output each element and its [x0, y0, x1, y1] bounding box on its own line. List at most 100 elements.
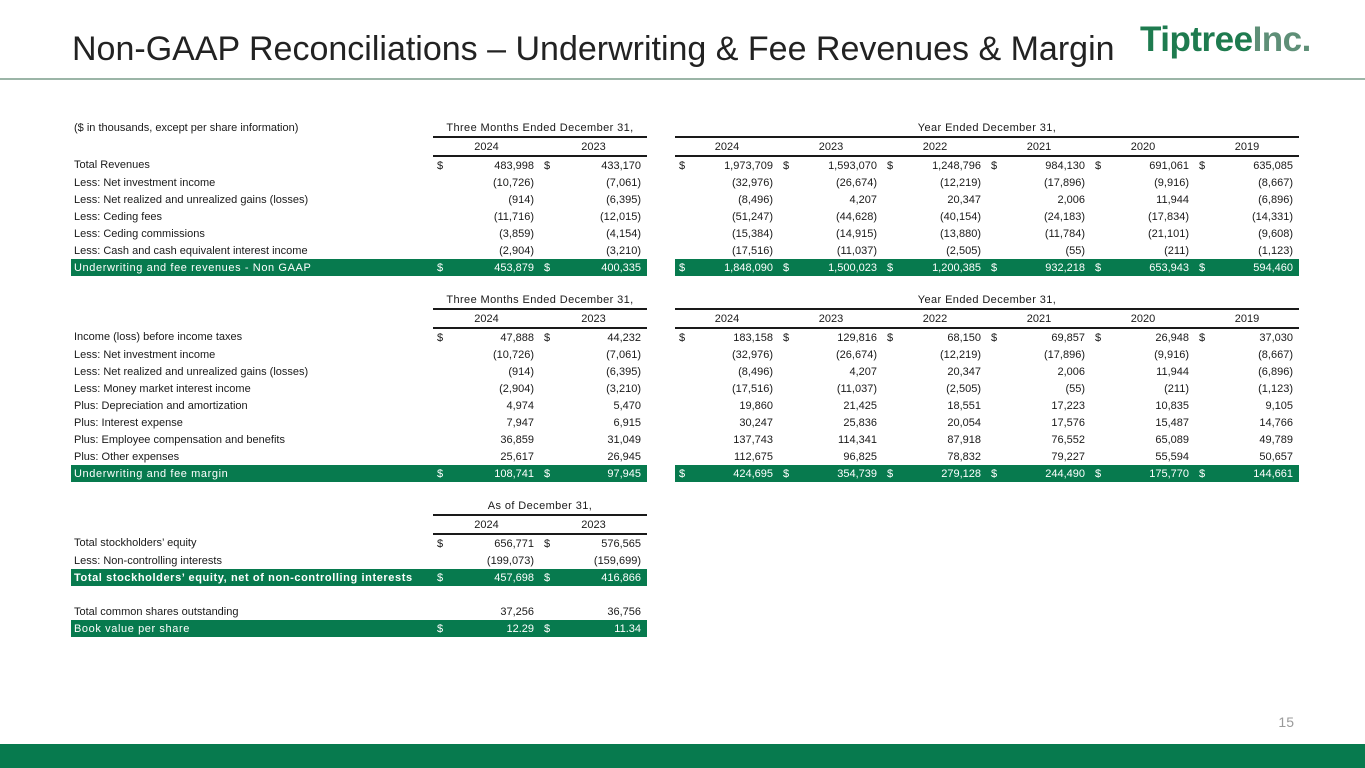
row-label: Less: Cash and cash equivalent interest … [74, 244, 308, 257]
value-cell: (44,628) [836, 210, 877, 223]
value-cell: (211) [1164, 382, 1189, 395]
row-label: Plus: Employee compensation and benefits [74, 433, 285, 446]
dollar-sign: $ [1198, 159, 1206, 172]
dollar-sign: $ [1198, 331, 1206, 344]
row-label: Underwriting and fee revenues - Non GAAP [71, 259, 433, 276]
dollar-sign: $ [540, 620, 554, 637]
dollar-sign: $ [1195, 259, 1209, 276]
year-header: 2023 [779, 137, 883, 157]
year-header: 2023 [540, 515, 647, 535]
value-cell: (3,210) [606, 382, 641, 395]
value-cell: 2,006 [1057, 193, 1085, 206]
value-cell: (9,608) [1258, 227, 1293, 240]
table-row: Less: Net realized and unrealized gains … [71, 191, 1299, 208]
value-cell: 483,998 [494, 159, 534, 172]
value-cell: 55,594 [1155, 450, 1189, 463]
value-cell: 30,247 [739, 416, 773, 429]
value-cell: (13,880) [940, 227, 981, 240]
table-row: Plus: Depreciation and amortization 4,974… [71, 397, 1299, 414]
value-cell: (6,395) [606, 193, 641, 206]
year-header: 2024 [675, 309, 779, 329]
value-cell: 1,593,070 [828, 159, 877, 172]
year-header: 2023 [540, 309, 647, 329]
value-cell: (55) [1065, 244, 1085, 257]
value-cell: 4,974 [506, 399, 534, 412]
value-cell: 11,944 [1156, 365, 1189, 378]
value-cell: 4,207 [849, 193, 877, 206]
dollar-sign: $ [540, 569, 554, 586]
value-cell: 1,248,796 [932, 159, 981, 172]
value-cell: (11,784) [1044, 227, 1085, 240]
value-cell: (17,896) [1044, 176, 1085, 189]
footer-bar [0, 744, 1365, 768]
value-cell: 175,770 [1105, 465, 1195, 482]
value-cell: 20,347 [947, 193, 981, 206]
value-cell: 114,341 [838, 433, 877, 446]
logo-main: Tiptree [1140, 20, 1253, 59]
value-cell: (914) [508, 365, 534, 378]
value-cell: (24,183) [1044, 210, 1085, 223]
value-cell: 9,105 [1265, 399, 1293, 412]
revenues-rows: Total Revenues $483,998 $433,170 $1,973,709… [71, 156, 1299, 276]
value-cell: 1,848,090 [689, 259, 779, 276]
value-cell: (9,916) [1154, 348, 1189, 361]
value-cell: (17,896) [1044, 348, 1085, 361]
dollar-sign: $ [433, 259, 447, 276]
value-cell: (7,061) [606, 348, 641, 361]
value-cell: 47,888 [500, 331, 534, 344]
value-cell: (159,699) [593, 554, 641, 567]
value-cell: (14,915) [836, 227, 877, 240]
dollar-sign: $ [883, 465, 897, 482]
row-label: Underwriting and fee margin [71, 465, 433, 482]
value-cell: 19,860 [739, 399, 773, 412]
table-row: Less: Money market interest income (2,904… [71, 380, 1299, 397]
dollar-sign: $ [987, 259, 1001, 276]
dollar-sign: $ [540, 259, 554, 276]
value-cell: (26,674) [836, 348, 877, 361]
title-divider [0, 78, 1365, 80]
dollar-sign: $ [678, 159, 686, 172]
value-cell: 2,006 [1057, 365, 1085, 378]
dollar-sign: $ [436, 331, 444, 344]
value-cell: 129,816 [837, 331, 877, 344]
value-cell: (6,896) [1258, 193, 1293, 206]
table-row: Plus: Other expenses 25,617 26,945 112,675 9… [71, 448, 1299, 465]
three-months-header: Three Months Ended December 31, [433, 291, 647, 310]
value-cell: 96,825 [843, 450, 877, 463]
row-label: Less: Non-controlling interests [74, 554, 222, 567]
dollar-sign: $ [779, 259, 793, 276]
year-header: 2024 [433, 515, 540, 535]
value-cell: 416,866 [554, 569, 647, 586]
value-cell: 15,487 [1155, 416, 1189, 429]
company-logo: TiptreeInc. [1140, 20, 1311, 60]
year-header: 2024 [675, 137, 779, 157]
value-cell: 279,128 [897, 465, 987, 482]
table-row: Less: Ceding commissions (3,859) (4,154) (1… [71, 225, 1299, 242]
value-cell: (4,154) [606, 227, 641, 240]
dollar-sign: $ [990, 159, 998, 172]
row-label: Less: Net realized and unrealized gains … [74, 193, 309, 206]
value-cell: (9,916) [1154, 176, 1189, 189]
year-header: 2022 [883, 137, 987, 157]
value-cell: (199,073) [486, 554, 534, 567]
value-cell: (15,384) [732, 227, 773, 240]
year-header: 2024 [433, 309, 540, 329]
dollar-sign: $ [678, 331, 686, 344]
dollar-sign: $ [436, 537, 444, 550]
dollar-sign: $ [779, 465, 793, 482]
value-cell: (8,496) [738, 193, 773, 206]
value-cell: (11,716) [493, 210, 534, 223]
value-cell: 1,973,709 [724, 159, 773, 172]
value-cell: (8,667) [1258, 176, 1293, 189]
year-ended-header: Year Ended December 31, [675, 119, 1299, 138]
value-cell: (8,667) [1258, 348, 1293, 361]
year-header: 2023 [779, 309, 883, 329]
value-cell: 37,256 [500, 605, 534, 618]
value-cell: 656,771 [494, 537, 534, 550]
row-label: Less: Net investment income [74, 348, 216, 361]
value-cell: 183,158 [733, 331, 773, 344]
value-cell: 1,500,023 [793, 259, 883, 276]
total-row: Underwriting and fee margin $108,741 $97,9… [71, 465, 1299, 482]
value-cell: 457,698 [447, 569, 540, 586]
dollar-sign: $ [987, 465, 1001, 482]
